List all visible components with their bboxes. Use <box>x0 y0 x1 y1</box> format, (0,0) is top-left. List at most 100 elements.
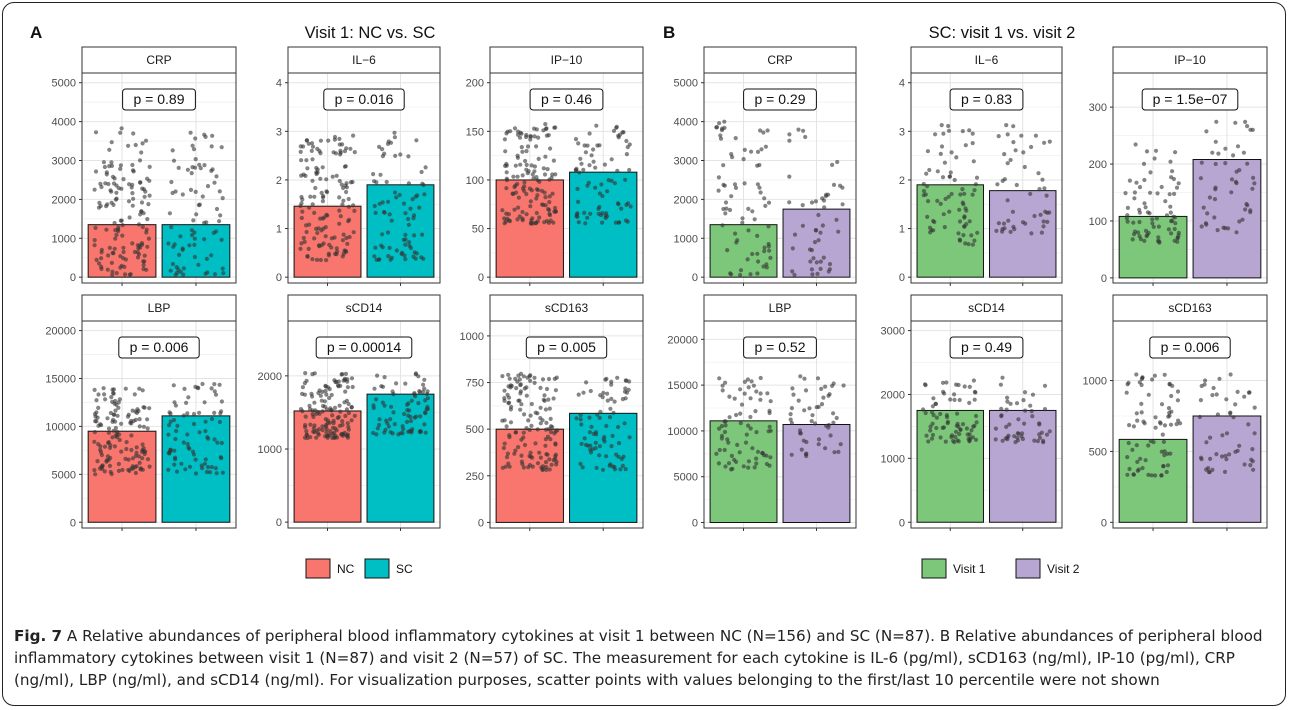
data-point <box>332 405 338 410</box>
data-point <box>821 395 826 400</box>
data-point <box>943 439 948 444</box>
data-point <box>754 430 759 435</box>
data-point <box>758 391 763 396</box>
data-point <box>219 399 224 404</box>
data-point <box>1242 394 1247 399</box>
data-point <box>124 440 129 445</box>
data-point <box>1012 434 1017 439</box>
data-point <box>528 134 534 139</box>
data-point <box>969 233 974 238</box>
y-tick-label: 1000 <box>1083 376 1107 388</box>
data-point <box>733 185 739 190</box>
data-point <box>324 422 329 428</box>
data-point <box>213 392 219 397</box>
p-value-label: p = 0.49 <box>961 339 1012 355</box>
data-point <box>1211 385 1216 391</box>
data-point <box>1246 422 1251 427</box>
data-point <box>311 414 316 419</box>
bar-visit-1 <box>916 184 984 278</box>
data-point <box>179 461 184 466</box>
data-point <box>758 375 763 381</box>
data-point <box>318 393 323 398</box>
data-point <box>926 439 931 444</box>
data-point <box>553 441 558 446</box>
data-point <box>973 413 979 419</box>
data-point <box>742 379 748 384</box>
data-point <box>787 132 792 137</box>
data-point <box>320 199 325 204</box>
data-point <box>941 389 946 394</box>
data-point <box>542 190 547 195</box>
data-point <box>522 188 527 193</box>
data-point <box>196 262 201 267</box>
y-tick-label: 0 <box>899 517 905 529</box>
data-point <box>503 149 508 154</box>
data-point <box>520 209 525 215</box>
data-point <box>340 238 345 243</box>
data-point <box>1016 417 1021 422</box>
data-point <box>721 182 726 187</box>
data-point <box>960 422 966 427</box>
data-point <box>112 220 117 226</box>
data-point <box>93 472 98 477</box>
bar-sc <box>366 393 435 523</box>
data-point <box>371 172 376 177</box>
data-point <box>1251 467 1256 472</box>
data-point <box>1006 433 1011 438</box>
data-point <box>1250 447 1255 452</box>
data-point <box>123 456 128 461</box>
data-point <box>136 408 141 414</box>
data-point <box>1214 119 1219 124</box>
y-tick-label: 15000 <box>667 380 698 392</box>
data-point <box>717 447 722 453</box>
data-point <box>579 422 584 427</box>
data-point <box>180 192 185 197</box>
data-point <box>181 266 186 271</box>
data-point <box>346 410 351 416</box>
data-point <box>949 191 954 197</box>
data-point <box>1248 210 1253 215</box>
data-point <box>137 245 143 250</box>
data-point <box>420 389 426 394</box>
data-point <box>755 251 760 256</box>
data-point <box>725 248 730 253</box>
data-point <box>804 453 809 459</box>
data-point <box>580 465 585 470</box>
data-point <box>543 407 549 412</box>
y-tick-label: 5000 <box>674 78 698 90</box>
data-point <box>167 423 172 428</box>
legend-key-visit-1 <box>921 558 947 579</box>
data-point <box>1166 414 1171 419</box>
data-point <box>538 385 543 390</box>
data-point <box>177 252 182 257</box>
facet-label: IP−10 <box>551 53 583 67</box>
data-point <box>532 375 537 380</box>
data-point <box>827 262 833 267</box>
data-point <box>955 411 960 416</box>
data-point <box>826 393 831 398</box>
data-point <box>344 407 349 412</box>
data-point <box>536 188 541 193</box>
data-point <box>515 129 521 134</box>
data-point <box>217 189 222 194</box>
data-point <box>419 169 424 175</box>
data-point <box>944 415 950 420</box>
data-point <box>120 223 125 228</box>
data-point <box>335 383 341 388</box>
data-point <box>967 439 972 444</box>
data-point <box>575 214 580 219</box>
data-point <box>506 218 511 223</box>
data-point <box>421 382 426 387</box>
data-point <box>127 182 132 187</box>
data-point <box>320 424 325 429</box>
data-point <box>593 440 598 445</box>
data-point <box>504 170 509 175</box>
data-point <box>527 427 532 433</box>
data-point <box>1176 418 1181 423</box>
data-point <box>957 397 962 403</box>
data-point <box>519 402 524 407</box>
data-point <box>729 453 735 458</box>
data-point <box>168 419 173 424</box>
y-tick-label: 1000 <box>881 453 905 465</box>
data-point <box>107 164 112 169</box>
